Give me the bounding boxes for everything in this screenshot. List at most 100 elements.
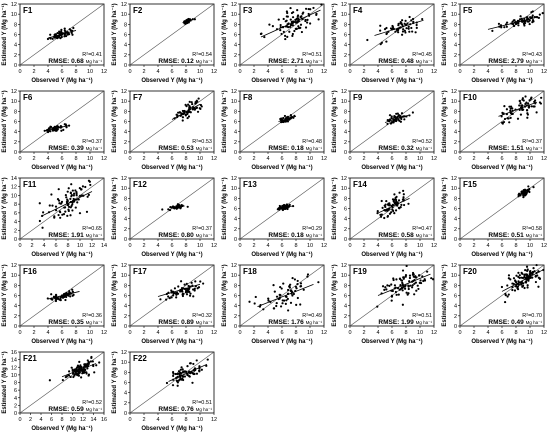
data-point <box>400 33 404 36</box>
data-point <box>182 378 185 382</box>
x-tick-label: 2 <box>142 417 145 423</box>
data-point <box>520 282 523 285</box>
data-point <box>530 105 533 108</box>
data-point <box>525 16 528 19</box>
y-tick-label: 10 <box>341 186 347 192</box>
data-point <box>66 204 70 207</box>
data-point <box>185 104 188 108</box>
y-tick-label: 4 <box>124 130 127 136</box>
y-tick-label: 10 <box>341 99 347 105</box>
y-tick-label: 4 <box>344 130 347 136</box>
y-axis-title: Estimated Y (Mg ha⁻¹) <box>441 90 448 152</box>
x-tick-label: 10 <box>77 243 83 249</box>
data-point <box>73 374 76 377</box>
data-point <box>172 374 175 378</box>
r2-label: R²=0.41 <box>82 52 102 58</box>
data-point <box>409 284 412 287</box>
data-point <box>197 97 200 100</box>
data-point <box>182 370 185 373</box>
data-point <box>185 282 188 285</box>
rmse-label: RMSE: 0.58 Mg ha⁻¹ <box>378 232 432 239</box>
y-tick-label: 10 <box>11 373 17 379</box>
y-tick-label: 12 <box>231 263 237 269</box>
data-point <box>175 379 179 382</box>
fit-line <box>171 103 201 120</box>
fit-line <box>501 269 543 292</box>
panel-label: F1 <box>23 6 33 15</box>
rmse-label: RMSE: 0.80 Mg ha⁻¹ <box>158 232 212 239</box>
x-tick-label: 12 <box>431 69 437 75</box>
data-point <box>59 216 62 219</box>
data-point <box>390 294 394 297</box>
y-tick-label: 12 <box>451 263 457 269</box>
x-tick-label: 4 <box>39 417 42 423</box>
data-point <box>403 287 407 290</box>
data-point <box>199 280 202 283</box>
data-point <box>531 20 534 24</box>
x-tick-label: 6 <box>50 417 53 423</box>
data-point <box>416 284 419 287</box>
data-point <box>538 101 542 104</box>
fit-line <box>487 16 538 30</box>
data-point <box>193 108 196 111</box>
y-tick-label: 12 <box>11 89 17 95</box>
x-tick-label: 8 <box>404 156 407 162</box>
data-point <box>61 213 64 216</box>
rmse-label: RMSE: 1.76 Mg ha⁻¹ <box>268 319 322 326</box>
data-point <box>507 293 510 296</box>
x-tick-label: 8 <box>294 243 297 249</box>
data-point <box>399 283 402 287</box>
x-tick-label: 8 <box>184 243 187 249</box>
data-point <box>317 281 320 284</box>
data-point <box>85 210 89 213</box>
x-tick-label: 10 <box>527 330 533 336</box>
data-point <box>280 120 283 123</box>
scatter-panel: 0 2 4 6 8 10 12 0 2 4 6 8 10 12 F10 R²=0.37 RMSE: 1.51 M… <box>440 87 550 174</box>
data-point <box>306 275 309 278</box>
data-point <box>407 202 410 205</box>
data-point <box>384 286 387 289</box>
data-point <box>528 105 531 108</box>
x-tick-label: 8 <box>66 243 69 249</box>
data-point <box>521 104 524 107</box>
data-point <box>517 271 520 274</box>
data-point <box>523 276 526 279</box>
y-tick-label: 10 <box>11 193 17 199</box>
data-point <box>516 285 520 288</box>
data-point <box>406 293 409 296</box>
x-axis-title: Observed Y (Mg ha⁻¹) <box>361 164 422 171</box>
data-point <box>401 281 404 285</box>
data-point <box>525 265 529 268</box>
data-point <box>389 122 393 125</box>
data-point <box>283 34 287 37</box>
x-tick-label: 2 <box>472 243 475 249</box>
x-tick-label: 16 <box>101 417 107 423</box>
data-point <box>66 214 69 217</box>
data-point <box>408 30 411 33</box>
x-tick-label: 8 <box>294 330 297 336</box>
panel-label: F4 <box>353 6 363 15</box>
data-point <box>404 19 407 22</box>
x-tick-label: 10 <box>197 417 203 423</box>
data-point <box>503 104 506 108</box>
data-point <box>68 370 71 373</box>
r2-label: R²=0.37 <box>82 139 102 145</box>
x-axis-title: Observed Y (Mg ha⁻¹) <box>31 77 92 84</box>
data-point <box>186 112 189 116</box>
data-point <box>519 15 522 18</box>
y-tick-label: 6 <box>234 207 237 213</box>
data-point <box>91 360 94 363</box>
y-tick-label: 10 <box>451 99 457 105</box>
data-point <box>402 196 405 199</box>
one-to-one-line <box>459 3 545 66</box>
data-point <box>172 372 175 375</box>
y-tick-label: 0 <box>454 63 457 69</box>
data-point <box>393 212 396 215</box>
data-point <box>92 364 95 368</box>
fit-line <box>47 291 80 300</box>
y-tick-label: 12 <box>121 89 127 95</box>
data-point <box>386 209 389 212</box>
data-point <box>522 282 525 285</box>
data-point <box>525 109 529 112</box>
